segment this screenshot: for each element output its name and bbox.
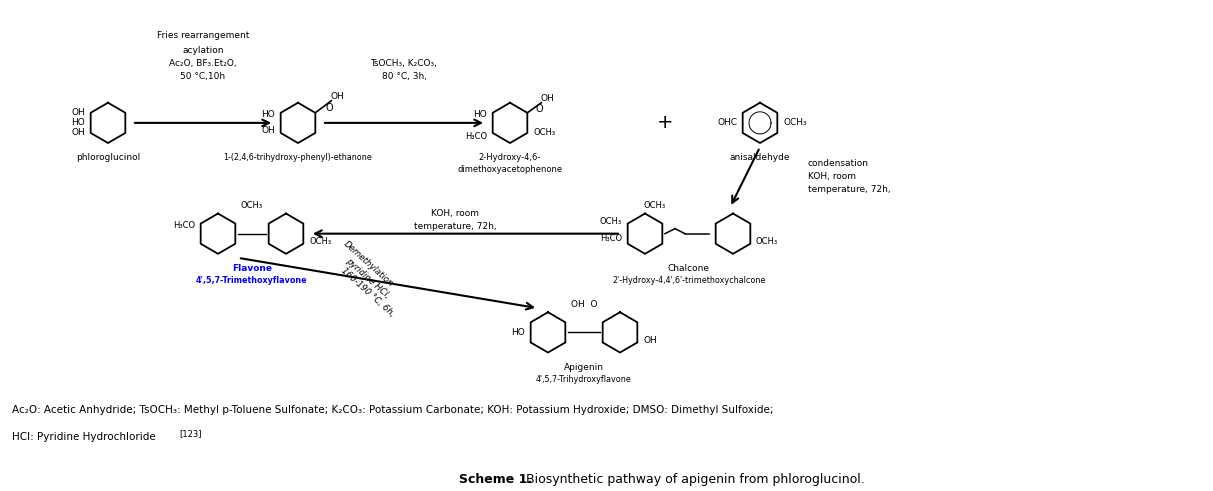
Text: OCH₃: OCH₃ — [600, 217, 622, 226]
Polygon shape — [268, 214, 303, 254]
Text: phloroglucinol: phloroglucinol — [76, 153, 141, 162]
Text: Biosynthetic pathway of apigenin from phloroglucinol.: Biosynthetic pathway of apigenin from ph… — [522, 473, 865, 486]
Polygon shape — [91, 103, 125, 143]
Text: acylation: acylation — [182, 46, 223, 55]
Text: temperature, 72h,: temperature, 72h, — [808, 185, 890, 194]
Text: OH: OH — [261, 127, 275, 136]
Text: Demethylation: Demethylation — [341, 239, 394, 289]
Text: H₃CO: H₃CO — [173, 221, 195, 230]
Text: temperature, 72h,: temperature, 72h, — [414, 222, 496, 231]
Polygon shape — [200, 214, 235, 254]
Polygon shape — [530, 312, 565, 353]
Text: OH: OH — [541, 94, 554, 103]
Text: OH: OH — [330, 92, 344, 101]
Text: Scheme 1.: Scheme 1. — [459, 473, 531, 486]
Text: O: O — [325, 103, 334, 113]
Text: Ac₂O, BF₃.Et₂O,: Ac₂O, BF₃.Et₂O, — [169, 59, 237, 68]
Text: [123]: [123] — [180, 430, 203, 438]
Text: pyridine HCl,: pyridine HCl, — [344, 256, 392, 300]
Polygon shape — [627, 214, 662, 254]
Text: Flavone: Flavone — [232, 264, 272, 273]
Text: Ac₂O: Acetic Anhydride; TsOCH₃: Methyl p-Toluene Sulfonate; K₂CO₃: Potassium Car: Ac₂O: Acetic Anhydride; TsOCH₃: Methyl p… — [12, 406, 774, 415]
Text: +: + — [656, 113, 673, 133]
Text: OH: OH — [72, 109, 85, 117]
Text: 160-190 °C, 6h,: 160-190 °C, 6h, — [340, 266, 397, 318]
Text: OCH₃: OCH₃ — [756, 237, 778, 246]
Text: OCH₃: OCH₃ — [309, 237, 331, 246]
Text: HO: HO — [72, 118, 85, 127]
Text: 4',5,7-Trihydroxyflavone: 4',5,7-Trihydroxyflavone — [536, 375, 632, 383]
Text: 4',5,7-Trimethoxyflavone: 4',5,7-Trimethoxyflavone — [197, 276, 308, 285]
Text: 1-(2,4,6-trihydroxy-phenyl)-ethanone: 1-(2,4,6-trihydroxy-phenyl)-ethanone — [223, 153, 372, 162]
Text: OHC: OHC — [717, 118, 738, 127]
Text: H₃CO: H₃CO — [600, 234, 622, 243]
Polygon shape — [492, 103, 528, 143]
Polygon shape — [280, 103, 315, 143]
Text: OCH₃: OCH₃ — [784, 118, 807, 127]
Text: OCH₃: OCH₃ — [241, 201, 263, 210]
Text: O: O — [535, 104, 543, 114]
Polygon shape — [603, 312, 637, 353]
Text: 80 °C, 3h,: 80 °C, 3h, — [382, 72, 427, 81]
Text: H₃CO: H₃CO — [465, 133, 486, 141]
Text: dimethoxyacetophenone: dimethoxyacetophenone — [457, 165, 563, 174]
Text: KOH, room: KOH, room — [808, 172, 856, 181]
Text: OH: OH — [72, 129, 85, 137]
Text: anisaldehyde: anisaldehyde — [730, 153, 790, 162]
Text: 2-Hydroxy-4,6-: 2-Hydroxy-4,6- — [479, 153, 541, 162]
Text: HO: HO — [261, 110, 275, 119]
Text: OCH₃: OCH₃ — [644, 201, 666, 210]
Text: KOH, room: KOH, room — [431, 209, 479, 218]
Text: condensation: condensation — [808, 159, 869, 167]
Text: OH: OH — [643, 336, 656, 345]
Text: Chalcone: Chalcone — [668, 264, 710, 273]
Text: TsOCH₃, K₂CO₃,: TsOCH₃, K₂CO₃, — [370, 59, 438, 68]
Text: HO: HO — [473, 110, 486, 119]
Text: HCl: Pyridine Hydrochloride: HCl: Pyridine Hydrochloride — [12, 432, 156, 442]
Polygon shape — [742, 103, 778, 143]
Text: 2'-Hydroxy-4,4',6'-trimethoxychalcone: 2'-Hydroxy-4,4',6'-trimethoxychalcone — [613, 276, 765, 285]
Text: OH  O: OH O — [571, 300, 597, 309]
Text: HO: HO — [511, 328, 525, 337]
Text: Fries rearrangement: Fries rearrangement — [156, 31, 249, 40]
Text: 50 °C,10h: 50 °C,10h — [181, 72, 226, 81]
Text: OCH₃: OCH₃ — [533, 129, 556, 137]
Text: Apigenin: Apigenin — [564, 362, 604, 372]
Polygon shape — [716, 214, 751, 254]
